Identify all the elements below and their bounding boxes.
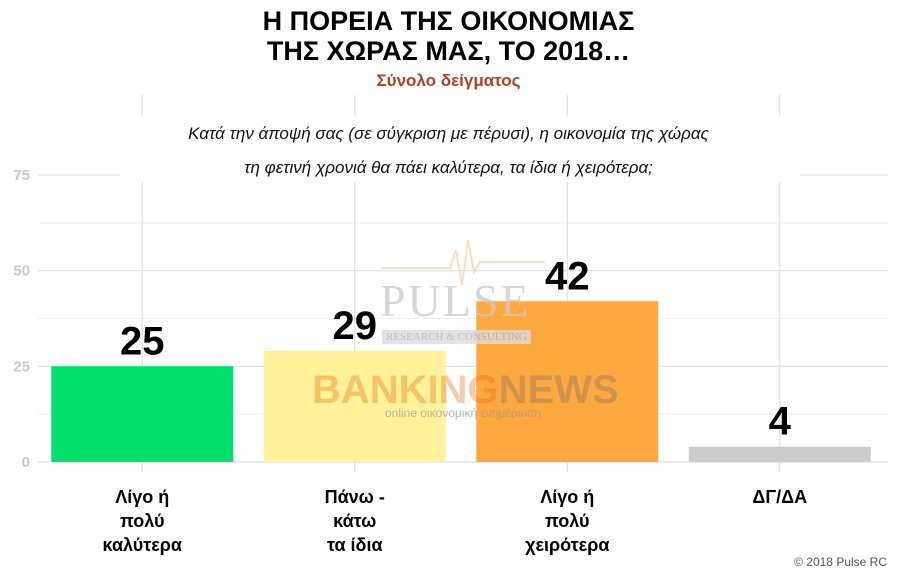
pulse-watermark-subtitle: RESEARCH & CONSULTING xyxy=(382,330,531,344)
pulse-watermark-text: PULSE xyxy=(380,275,531,326)
bar xyxy=(688,446,871,462)
x-tick-label: Πάνω - κάτω τα ίδια xyxy=(324,487,385,555)
y-tick-label: 75 xyxy=(13,167,30,184)
x-tick-label: Λίγο ή πολύ χειρότερα xyxy=(525,487,610,555)
question-line-1: Κατά την άποψή σας (σε σύγκριση με πέρυσ… xyxy=(188,124,709,143)
x-tick-label: Λίγο ή πολύ καλύτερα xyxy=(102,487,183,555)
copyright-credit: © 2018 Pulse RC xyxy=(794,555,887,569)
bar xyxy=(263,351,446,462)
y-tick-label: 0 xyxy=(22,454,30,471)
chart-title-line-1: Η ΠΟΡΕΙΑ ΤΗΣ ΟΙΚΟΝΟΜΙΑΣ xyxy=(262,6,635,36)
bar-value-label: 42 xyxy=(545,254,590,298)
bar xyxy=(476,301,659,462)
bar-value-label: 4 xyxy=(769,400,792,444)
x-tick-label: ΔΓ/ΔΑ xyxy=(752,487,808,507)
bankingnews-watermark-banking: BANKING xyxy=(312,368,499,412)
bankingnews-watermark: BANKINGNEWS xyxy=(312,368,619,413)
chart-title-line-2: ΤΗΣ ΧΩΡΑΣ ΜΑΣ, ΤΟ 2018… xyxy=(266,36,631,66)
bankingnews-watermark-news: NEWS xyxy=(498,368,619,412)
y-tick-label: 25 xyxy=(13,358,30,375)
bar xyxy=(51,366,234,462)
y-tick-label: 50 xyxy=(13,263,30,280)
bankingnews-watermark-subtitle: online οικονομική ενημέρωση xyxy=(385,406,542,420)
question-background xyxy=(120,116,800,182)
chart-subtitle: Σύνολο δείγματος xyxy=(376,71,521,90)
watermark-graph-icon xyxy=(382,239,545,286)
bar-value-label: 29 xyxy=(333,304,378,348)
bar-value-label: 25 xyxy=(120,319,165,363)
question-line-2: τη φετινή χρονιά θα πάει καλύτερα, τα ίδ… xyxy=(244,158,653,177)
